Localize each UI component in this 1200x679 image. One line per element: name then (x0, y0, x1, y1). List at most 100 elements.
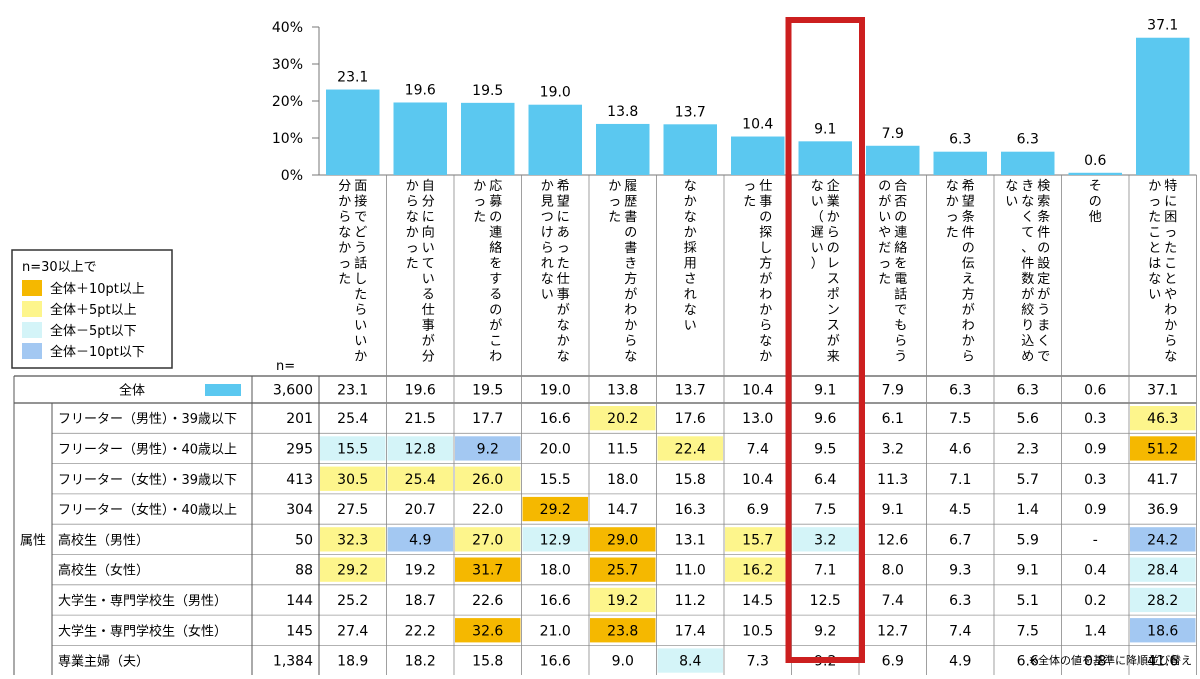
category-label: 自分に向いている仕事が分からなかった (406, 179, 435, 365)
cell-value: 11.5 (607, 441, 638, 457)
cell-value: 7.5 (1017, 623, 1039, 639)
cell-value: 9.2 (477, 441, 499, 457)
cell-highlight (1130, 436, 1196, 461)
total-row-value: 10.4 (742, 383, 773, 399)
y-tick-label: 10% (272, 131, 303, 147)
cell-value: 6.6 (1017, 654, 1039, 670)
cell-value: 16.6 (540, 593, 571, 609)
cell-value: 15.8 (472, 654, 503, 670)
cell-value: 7.4 (882, 593, 904, 609)
cell-value: 9.6 (814, 411, 836, 427)
cell-value: 19.2 (405, 563, 436, 579)
cell-value: 7.4 (949, 623, 971, 639)
cell-value: 0.3 (1084, 411, 1106, 427)
cell-value: 11.3 (877, 472, 908, 488)
bar (933, 151, 987, 175)
cell-value: 1.4 (1084, 623, 1106, 639)
bar-value-label: 7.9 (882, 126, 904, 142)
cell-value: 29.2 (540, 502, 571, 518)
cell-value: 28.4 (1147, 563, 1178, 579)
cell-highlight (320, 436, 386, 461)
cell-value: 29.2 (337, 563, 368, 579)
cell-value: 18.9 (337, 654, 368, 670)
bar (326, 89, 380, 175)
cell-highlight (1130, 557, 1196, 582)
cell-value: 17.6 (675, 411, 706, 427)
bars: 23.1 19.6 19.5 19.0 13.8 13.7 10.4 9.1 7.9 6.3 6.3… (326, 18, 1190, 176)
cell-highlight (657, 648, 723, 673)
cell-value: 0.8 (1084, 654, 1106, 670)
bar (731, 136, 785, 175)
cell-value: 14.7 (607, 502, 638, 518)
cell-value: 5.1 (1017, 593, 1039, 609)
y-tick-label: 30% (272, 57, 303, 73)
cell-highlight (590, 557, 656, 582)
group-label: 属性 (20, 533, 46, 548)
cell-highlight (1130, 618, 1196, 643)
cell-value: 6.1 (882, 411, 904, 427)
cell-value: 18.6 (1147, 623, 1178, 639)
category-label: 合否の連絡を電話でもらうのがいやだった (878, 179, 907, 365)
cell-value: 46.3 (1147, 411, 1178, 427)
cell-value: 15.5 (337, 441, 368, 457)
cell-value: 16.2 (742, 563, 773, 579)
cell-value: 23.8 (607, 623, 638, 639)
bar (393, 102, 447, 175)
cell-value: 5.7 (1017, 472, 1039, 488)
total-row-value: 19.5 (472, 383, 503, 399)
row-n: 1,384 (273, 654, 313, 670)
bar (1136, 37, 1190, 176)
cell-value: 22.6 (472, 593, 503, 609)
total-row-value: 6.3 (1017, 383, 1039, 399)
row-n: 201 (286, 411, 313, 427)
cell-value: 26.0 (472, 472, 503, 488)
cell-value: 41.6 (1147, 654, 1178, 670)
cell-value: 7.4 (747, 441, 769, 457)
cell-value: 51.2 (1147, 441, 1178, 457)
total-row-value: 19.0 (540, 383, 571, 399)
cell-highlight (792, 527, 858, 552)
bar-value-label: 37.1 (1147, 18, 1178, 34)
legend-label: 全体＋10pt以上 (50, 281, 145, 297)
cell-value: 0.9 (1084, 441, 1106, 457)
total-row-value: 37.1 (1147, 383, 1178, 399)
cell-value: 3.2 (814, 532, 836, 548)
row-label: フリーター（男性）・40歳以上 (58, 442, 237, 457)
legend-label: 全体－5pt以下 (50, 323, 137, 339)
cell-highlight (455, 466, 521, 491)
category-label: 仕事の探し方がわからなかった (743, 179, 772, 365)
cell-value: 31.7 (472, 563, 503, 579)
cell-highlight (590, 618, 656, 643)
cell-value: 5.9 (1017, 532, 1039, 548)
cell-highlight (522, 496, 588, 522)
cell-value: 24.2 (1147, 532, 1178, 548)
row-label: フリーター（女性）・40歳以上 (58, 502, 237, 518)
bar-value-label: 6.3 (949, 132, 971, 148)
cell-value: 20.0 (540, 441, 571, 457)
cell-value: 29.0 (607, 532, 638, 548)
cell-value: 22.4 (675, 441, 706, 457)
row-n: 144 (286, 593, 313, 609)
cell-value: 17.4 (675, 623, 706, 639)
cell-value: 36.9 (1147, 502, 1178, 518)
cell-highlight (725, 557, 791, 582)
cell-highlight (387, 466, 453, 491)
cell-value: 9.3 (949, 563, 971, 579)
cell-value: 27.0 (472, 532, 503, 548)
bar (866, 145, 920, 175)
cell-value: 11.2 (675, 593, 706, 609)
total-row-value: 23.1 (337, 383, 368, 399)
cell-value: 27.5 (337, 502, 368, 518)
bar-value-label: 10.4 (742, 117, 773, 133)
row-label: 高校生（女性） (58, 563, 149, 579)
category-label: 企業からのレスポンスが来ない（遅い） (811, 178, 840, 365)
total-row-n: 3,600 (273, 383, 313, 399)
cell-value: 15.8 (675, 472, 706, 488)
cell-value: 1.4 (1017, 502, 1039, 518)
bar-value-label: 13.8 (607, 104, 638, 120)
cell-value: 21.0 (540, 623, 571, 639)
bar (663, 124, 717, 175)
category-label: 検索条件の設定がうまくできなくて、件数が絞り込めない (1005, 179, 1050, 365)
total-row-value: 13.7 (675, 383, 706, 399)
row-label: 高校生（男性） (58, 532, 149, 548)
